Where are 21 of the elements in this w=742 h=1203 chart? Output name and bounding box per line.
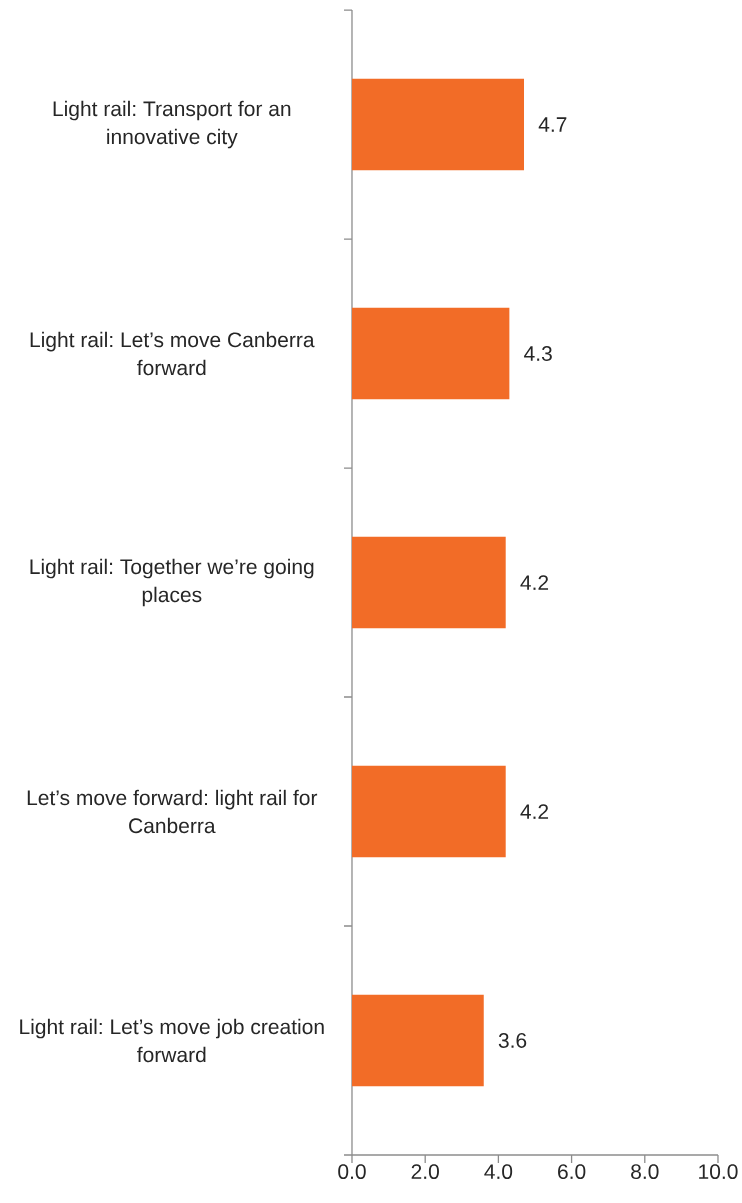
data-label: 3.6 <box>498 1033 527 1048</box>
bar <box>351 307 510 400</box>
y-tick-label: Light rail: Together we’re going places <box>30 558 314 607</box>
data-label: 4.7 <box>538 117 567 132</box>
x-tick-label: 2.0 <box>411 1164 439 1180</box>
data-label: 4.2 <box>520 575 549 590</box>
bar <box>351 536 506 629</box>
x-tick-label: 10.0 <box>699 1164 738 1180</box>
data-label: 4.3 <box>524 346 552 361</box>
data-label: 4.2 <box>520 804 549 819</box>
y-tick-label: Let’s move forward: light rail for Canberra <box>27 789 318 834</box>
y-tick-label: Light rail: Let’s move job creation forward <box>20 1018 324 1063</box>
x-tick-label: 8.0 <box>631 1164 659 1180</box>
bar <box>351 994 484 1087</box>
bar <box>351 78 525 171</box>
y-tick-label: Light rail: Let’s move Canberra forward <box>30 331 315 376</box>
x-tick-label: 0.0 <box>338 1164 366 1180</box>
bar <box>351 765 506 858</box>
y-tick-label: Light rail: Transport for an innovative city <box>53 100 291 149</box>
x-tick-label: 6.0 <box>558 1164 586 1180</box>
x-tick-label: 4.0 <box>484 1164 513 1180</box>
